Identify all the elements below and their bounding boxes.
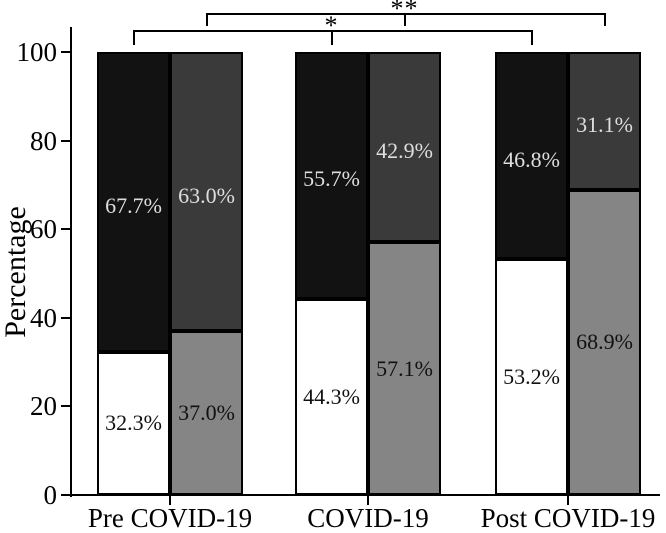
bar-segment-bottom xyxy=(495,259,568,495)
significance-bracket-tick xyxy=(132,30,135,45)
bar-segment-value-label: 42.9% xyxy=(376,138,433,164)
x-category-label: COVID-19 xyxy=(307,503,429,533)
x-axis-spine xyxy=(70,494,660,496)
significance-bracket-tick xyxy=(530,30,533,45)
y-axis-tick-label: 60 xyxy=(30,214,57,245)
y-axis-tick-label: 20 xyxy=(30,391,57,422)
bar-segment-top xyxy=(295,52,368,299)
y-axis-spine xyxy=(70,27,72,497)
x-axis-tick xyxy=(367,495,369,505)
y-axis-tick-label: 0 xyxy=(43,480,58,510)
bar-segment-value-label: 46.8% xyxy=(503,146,560,172)
significance-label: * xyxy=(324,11,339,40)
x-axis-tick xyxy=(169,495,171,505)
y-axis-tick xyxy=(61,228,70,231)
significance-bracket-line xyxy=(205,13,606,15)
significance-bracket-line xyxy=(132,30,533,32)
bar-segment-bottom xyxy=(368,242,441,495)
x-axis-tick xyxy=(567,495,569,505)
y-axis-tick-label: 80 xyxy=(30,125,57,156)
significance-bracket-tick xyxy=(603,13,606,26)
bar-segment-bottom xyxy=(295,298,368,495)
bar-segment-top xyxy=(170,52,243,332)
significance-label: ** xyxy=(390,0,419,23)
bar-segment-value-label: 32.3% xyxy=(105,410,162,436)
bar-segment-value-label: 37.0% xyxy=(178,400,235,426)
y-axis-tick xyxy=(61,405,70,408)
bar-segment-bottom xyxy=(568,189,641,495)
bar-segment-top xyxy=(368,52,441,243)
x-category-label: Post COVID-19 xyxy=(480,503,656,533)
bar-segment-value-label: 68.9% xyxy=(576,329,633,355)
bar-segment-value-label: 67.7% xyxy=(105,192,162,218)
y-axis-title: Percentage xyxy=(0,206,32,338)
y-axis-tick xyxy=(61,494,70,496)
significance-bracket-tick xyxy=(205,13,208,26)
y-axis-tick-label: 40 xyxy=(30,302,57,333)
bar-segment-value-label: 63.0% xyxy=(178,182,235,208)
y-axis-tick xyxy=(61,316,70,319)
significance-bracket-tick xyxy=(330,30,333,45)
significance-bracket-tick xyxy=(403,13,406,26)
bar-segment-top xyxy=(97,52,170,352)
y-axis-tick xyxy=(61,51,70,53)
bar-segment-bottom xyxy=(170,331,243,495)
x-category-label: Pre COVID-19 xyxy=(87,503,253,533)
y-axis-tick-label: 100 xyxy=(16,37,58,67)
bar-segment-value-label: 44.3% xyxy=(303,383,360,409)
bar-segment-value-label: 55.7% xyxy=(303,166,360,192)
bar-segment-top xyxy=(495,52,568,260)
bar-segment-value-label: 53.2% xyxy=(503,364,560,390)
bar-segment-top xyxy=(568,52,641,190)
y-axis-tick xyxy=(61,139,70,142)
bar-segment-value-label: 57.1% xyxy=(376,355,433,381)
bar-segment-bottom xyxy=(97,351,170,495)
bar-segment-value-label: 31.1% xyxy=(576,111,633,137)
